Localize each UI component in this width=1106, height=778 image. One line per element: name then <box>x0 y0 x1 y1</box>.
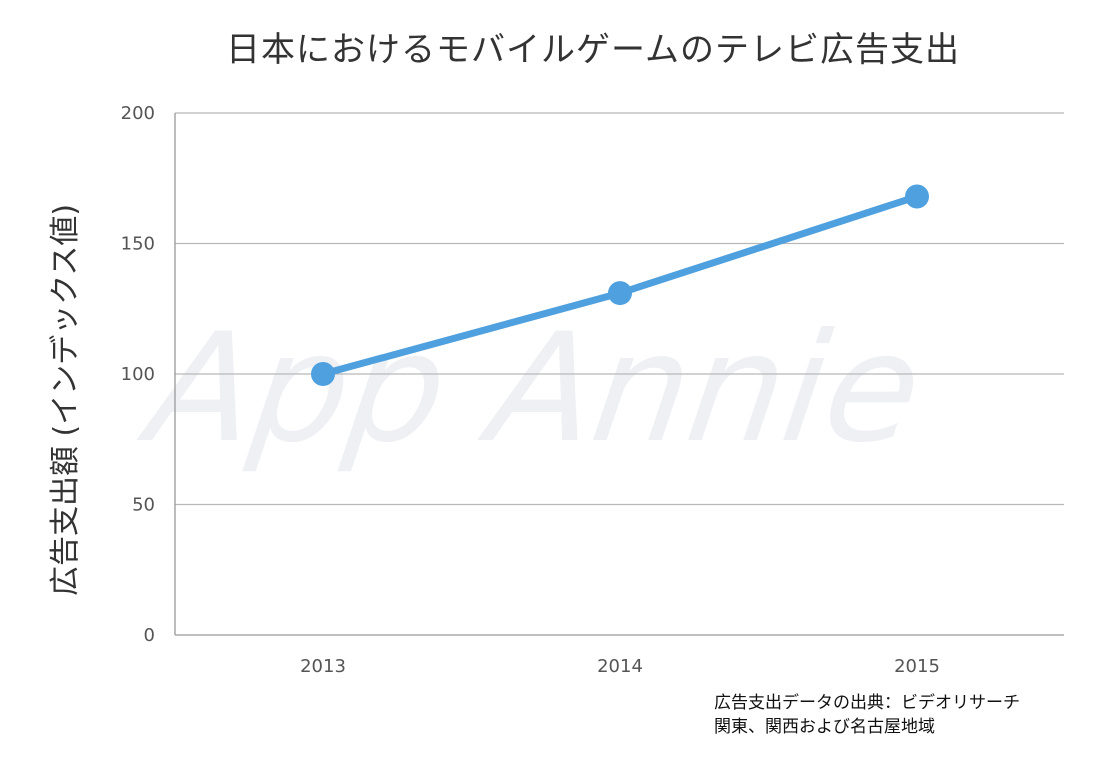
x-tick-label: 2015 <box>894 656 940 677</box>
data-point <box>608 281 632 306</box>
y-tick-label: 50 <box>132 495 155 516</box>
source-note-line-2: 関東、関西および名古屋地域 <box>714 717 935 737</box>
source-note: 広告支出データの出典：ビデオリサーチ 関東、関西および名古屋地域 <box>714 691 1020 739</box>
data-point <box>905 184 929 209</box>
x-tick-label: 2014 <box>597 656 643 677</box>
source-note-line-1: 広告支出データの出典：ビデオリサーチ <box>714 693 1020 713</box>
data-point <box>311 362 335 386</box>
y-tick-label: 200 <box>121 103 155 124</box>
x-tick-label: 2013 <box>300 656 346 677</box>
y-tick-label: 150 <box>121 234 155 255</box>
watermark: App Annie <box>131 301 932 476</box>
y-tick-label: 0 <box>144 625 155 646</box>
y-tick-label: 100 <box>121 364 155 385</box>
chart-title: 日本におけるモバイルゲームのテレビ広告支出 <box>226 30 960 70</box>
